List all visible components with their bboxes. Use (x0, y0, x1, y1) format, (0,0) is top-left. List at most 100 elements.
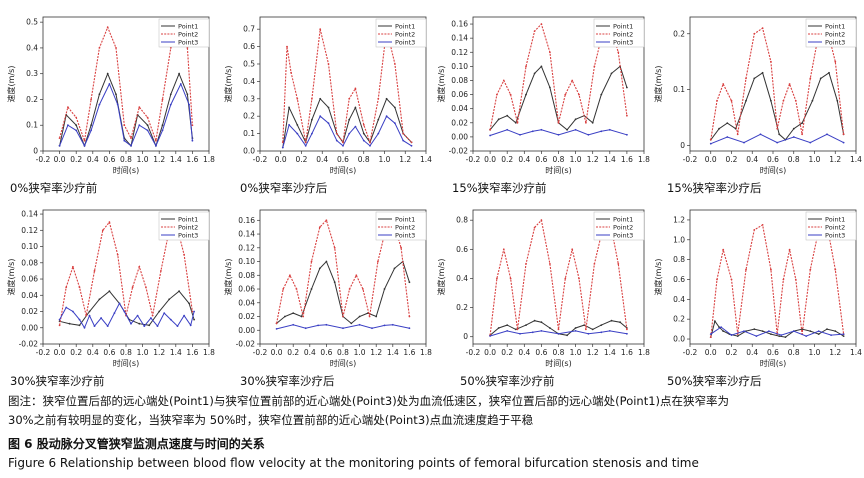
data-point (591, 328, 594, 331)
panel-caption: 0%狭窄率沙疗后 (240, 181, 328, 195)
data-point (531, 331, 534, 334)
data-point (83, 144, 86, 147)
data-point (377, 118, 380, 121)
x-tick-label: 1.6 (403, 348, 415, 357)
y-tick-label: 0.2 (456, 303, 468, 312)
data-point (355, 274, 358, 277)
chart-svg: -0.2 0.0 0.2 0.4 0.6 0.8 1.0 1.2 1.4 0 0.1 0.2 时间(s)… (653, 16, 862, 175)
data-point (753, 32, 756, 35)
data-point (400, 246, 402, 249)
data-point (794, 278, 797, 281)
data-point (65, 286, 68, 289)
data-point (792, 127, 795, 130)
data-point (801, 122, 803, 124)
data-point (549, 327, 551, 329)
y-tick-label: 0 (33, 147, 38, 156)
x-tick-label: 0.2 (726, 155, 738, 164)
data-point (130, 144, 132, 147)
x-tick-label: 1.4 (604, 348, 616, 357)
x-tick-label: 1.8 (203, 155, 215, 164)
data-point (780, 334, 783, 336)
figure-notes: 图注：狭窄位置后部的远心端处(Point1)与狭窄位置前部的近心端处(Point… (8, 392, 858, 430)
legend-label-point3: Point3 (395, 231, 415, 239)
y-axis-label: 速度(m/s) (6, 66, 16, 103)
y-tick-label: 0.7 (243, 25, 255, 34)
data-point (188, 103, 191, 106)
data-point (506, 324, 509, 326)
data-point (123, 124, 126, 127)
legend-label-point3: Point3 (178, 231, 198, 239)
x-tick-label: 0.4 (87, 348, 99, 357)
y-tick-label: -0.02 (236, 340, 256, 349)
chart-svg: -0.2 0.0 0.2 0.4 0.6 0.8 1.0 1.2 1.40.00.10.20.3… (223, 16, 432, 175)
chart-svg: -0.2 0.0 0.2 0.4 0.6 0.8 1.0 1.2 1.4 1.6 1.8 0 0.1 0.… (6, 16, 215, 175)
data-point (557, 133, 560, 136)
data-point (348, 118, 351, 121)
y-tick-label: 0.06 (21, 275, 38, 284)
x-tick-label: 1.0 (137, 348, 149, 357)
x-tick-label: 1.0 (379, 155, 391, 164)
data-point (761, 27, 764, 30)
data-point (138, 322, 141, 325)
data-point (319, 115, 322, 118)
data-point (333, 246, 336, 249)
data-point (489, 335, 491, 337)
data-point (770, 333, 772, 335)
data-point (587, 332, 590, 335)
data-point (496, 277, 498, 280)
y-tick-label: 0.5 (243, 59, 255, 68)
data-point (335, 139, 338, 142)
data-point (497, 118, 500, 121)
data-point (836, 99, 839, 102)
x-tick-label: 0.8 (553, 155, 565, 164)
series-line-point3 (282, 115, 412, 148)
data-point (782, 278, 785, 281)
data-point (169, 103, 172, 106)
data-point (585, 328, 587, 331)
data-point (408, 281, 411, 284)
data-point (730, 334, 733, 336)
x-tick-label: 1.0 (809, 155, 821, 164)
x-tick-label: 1.0 (570, 155, 582, 164)
data-point (281, 146, 284, 149)
chart-svg: -0.2 0.0 0.2 0.4 0.6 0.8 1.0 1.2 1.4 1.6 1.8 0 0.2 0.… (436, 209, 650, 368)
data-point (68, 322, 71, 325)
panel-caption: 15%狭窄率沙疗后 (667, 181, 762, 195)
data-point (709, 333, 712, 335)
legend-label-point1: Point1 (613, 22, 633, 30)
data-point (193, 318, 196, 321)
y-tick-label: 0.14 (451, 34, 468, 43)
data-point (304, 327, 307, 330)
data-point (75, 116, 78, 119)
data-point (100, 317, 102, 319)
data-point (574, 327, 577, 329)
data-point (533, 30, 536, 32)
x-tick-label: 0.4 (87, 155, 99, 164)
data-point (489, 128, 491, 131)
chart-panel-3: -0.2 0.0 0.2 0.4 0.6 0.8 1.0 1.2 1.4 1.6 1.8 -0.02 0… (435, 5, 650, 177)
data-point (809, 77, 812, 80)
chart-panel-6: -0.2 0.0 0.2 0.4 0.6 0.8 1.0 1.2 1.4 1.6 1.8 -0.02 0… (222, 198, 432, 370)
data-point (101, 229, 104, 232)
series-line-point3 (710, 326, 844, 337)
data-point (354, 125, 357, 128)
data-point (310, 260, 313, 263)
data-point (188, 302, 191, 305)
series-line-point2 (710, 224, 845, 338)
y-tick-label: 0 (680, 141, 685, 150)
data-point (304, 141, 307, 144)
x-tick-label: 1.4 (170, 155, 182, 164)
x-tick-label: -0.2 (683, 348, 698, 357)
data-point (564, 277, 567, 280)
y-tick-label: 1.2 (673, 215, 685, 224)
x-tick-label: 0.2 (296, 155, 308, 164)
series-line-point1 (489, 65, 628, 131)
data-point (311, 118, 313, 121)
x-tick-label: 0.6 (535, 348, 547, 357)
series-line-point3 (59, 82, 193, 147)
data-point (574, 128, 577, 131)
data-point (161, 124, 164, 127)
data-point (138, 124, 141, 127)
data-point (362, 288, 364, 290)
